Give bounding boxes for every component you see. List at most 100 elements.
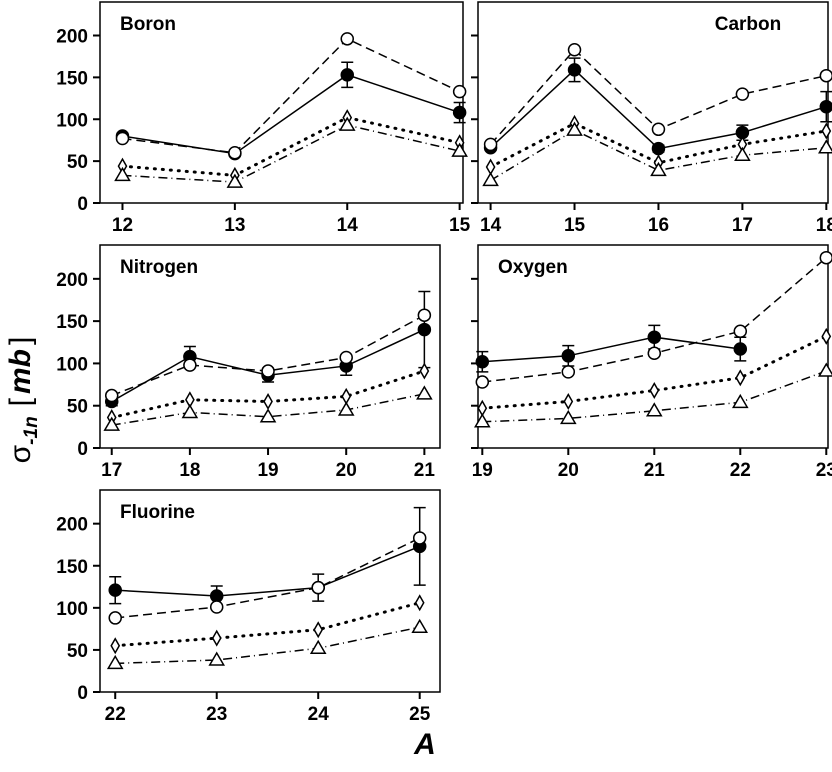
marker [209, 600, 224, 614]
x-tick-label: 18 [179, 460, 200, 481]
marker [477, 399, 488, 417]
marker [566, 121, 583, 136]
marker [559, 409, 577, 425]
x-tick-label: 14 [480, 215, 502, 236]
y-tick-label: 50 [67, 152, 88, 173]
marker [341, 387, 352, 405]
x-tick-label: 17 [101, 460, 122, 481]
y-tick-label: 0 [77, 194, 88, 215]
marker [821, 122, 832, 140]
marker [313, 621, 324, 639]
marker [340, 32, 354, 46]
x-tick-label: 14 [337, 215, 359, 236]
marker [338, 116, 356, 131]
y-label-close: ] [4, 337, 37, 345]
x-tick-label: 20 [558, 460, 579, 481]
marker [416, 385, 433, 400]
y-tick-label: 0 [77, 439, 88, 460]
y-tick-label: 200 [56, 515, 88, 536]
panel: 0 50 100 150 200 12 13 14 15 Boron [56, 1, 471, 236]
x-tick-label: 22 [730, 460, 751, 481]
marker [733, 324, 748, 339]
y-tick-label: 100 [56, 110, 88, 131]
y-tick-label: 200 [56, 27, 88, 48]
series-line [113, 601, 422, 648]
marker [411, 618, 429, 633]
y-tick-label: 150 [56, 68, 88, 89]
x-tick-label: 18 [816, 215, 832, 236]
y-tick-label: 200 [56, 270, 88, 291]
marker [451, 142, 468, 157]
panel: 0 50 100 150 200 22 23 24 25 Fluorine [56, 489, 441, 725]
panel: 19 20 21 22 23 Oxygen [471, 244, 832, 481]
marker [735, 369, 746, 387]
marker [567, 42, 582, 57]
series-line [489, 121, 828, 169]
panel-title: Boron [120, 14, 176, 35]
y-tick-label: 50 [67, 397, 88, 418]
x-tick-label: 20 [336, 460, 357, 481]
marker [414, 594, 425, 612]
marker [821, 327, 832, 345]
marker [311, 580, 325, 595]
marker [263, 392, 273, 410]
marker [485, 158, 496, 176]
series-line [490, 68, 827, 150]
marker [731, 393, 749, 409]
marker [309, 639, 327, 654]
x-tick-label: 17 [732, 215, 753, 236]
marker [734, 146, 751, 162]
plot-frame [99, 244, 441, 449]
marker [114, 166, 131, 182]
marker [482, 171, 499, 187]
y-tick-label: 150 [56, 557, 88, 578]
series-line [115, 545, 420, 597]
marker [819, 250, 832, 265]
marker [417, 322, 432, 337]
y-axis-label: σ-1n [mb] [4, 337, 42, 464]
panel-title: Oxygen [498, 257, 568, 278]
series-line [482, 336, 741, 363]
marker [103, 416, 121, 431]
series-line [111, 314, 425, 397]
marker [733, 342, 748, 356]
x-tick-label: 12 [112, 215, 133, 236]
plot-frame [99, 489, 441, 693]
y-tick-label: 150 [56, 312, 88, 333]
marker [452, 105, 467, 120]
marker [735, 87, 750, 101]
series-line [110, 369, 426, 420]
marker [563, 392, 574, 410]
panel: 14 15 16 17 18 Carbon [471, 1, 832, 236]
x-tick-label: 15 [449, 215, 471, 236]
y-label-subscript: -1n [21, 416, 42, 445]
marker [208, 651, 226, 666]
marker [261, 364, 275, 378]
series-line [122, 124, 460, 183]
y-tick-label: 0 [77, 683, 88, 704]
marker [419, 362, 430, 380]
marker [651, 122, 666, 137]
panel-title: Nitrogen [120, 257, 198, 278]
series-line [482, 370, 827, 423]
marker [818, 139, 832, 154]
marker [337, 401, 355, 416]
y-tick-label: 50 [67, 641, 88, 662]
x-tick-label: 19 [472, 460, 493, 481]
series-line [115, 537, 421, 619]
y-tick-label: 100 [56, 354, 88, 375]
marker [650, 161, 667, 177]
y-label-symbol: σ [4, 444, 37, 463]
marker [228, 146, 242, 160]
marker [108, 583, 122, 597]
marker [104, 388, 119, 403]
x-tick-label: 15 [564, 215, 586, 236]
panel-title: Carbon [715, 14, 782, 35]
marker [339, 350, 353, 365]
x-tick-label: 25 [409, 704, 431, 725]
panel-title: Fluorine [120, 502, 195, 523]
series-line [122, 37, 460, 154]
series-line [120, 115, 462, 177]
marker [259, 408, 277, 423]
